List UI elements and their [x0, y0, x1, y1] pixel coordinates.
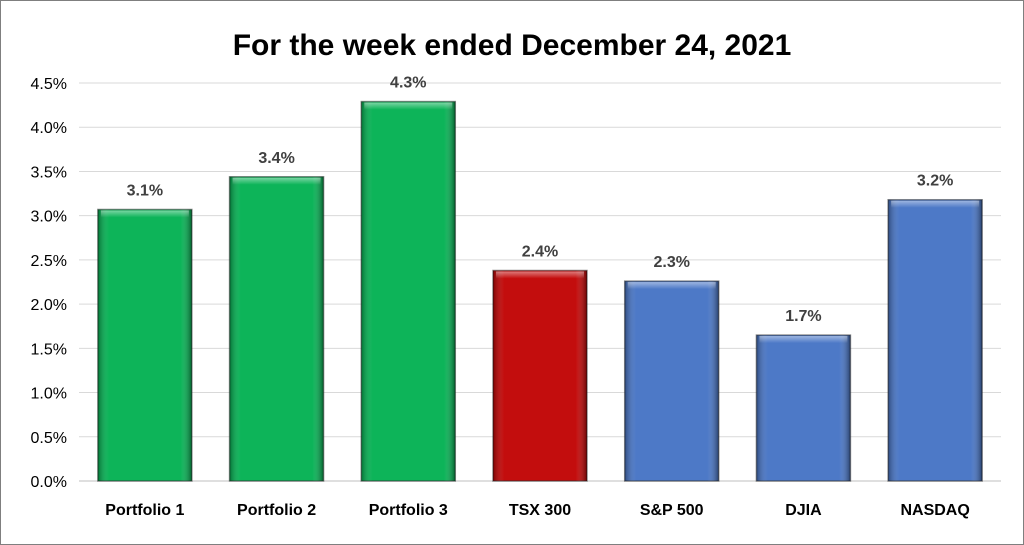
bar — [623, 280, 720, 482]
bar-bevel — [756, 335, 851, 481]
data-label: 3.2% — [917, 173, 953, 190]
bar — [492, 269, 588, 482]
bar-highlight — [496, 271, 584, 279]
bar — [228, 176, 325, 482]
y-tick-label: 1.5% — [31, 341, 67, 358]
x-tick-label: Portfolio 1 — [105, 502, 184, 519]
y-tick-label: 3.0% — [31, 209, 67, 226]
bar-highlight — [627, 282, 716, 290]
bar — [360, 100, 457, 482]
data-label: 4.3% — [390, 75, 426, 92]
y-tick-label: 2.0% — [31, 297, 67, 314]
data-label: 3.1% — [127, 182, 163, 199]
bar-bevel — [624, 281, 719, 481]
x-tick-label: Portfolio 2 — [237, 502, 316, 519]
bar-bevel — [361, 101, 456, 481]
data-label: 2.3% — [653, 254, 689, 271]
bar-highlight — [364, 102, 453, 110]
x-tick-label: NASDAQ — [900, 502, 969, 519]
bar-highlight — [891, 200, 980, 208]
bar-bevel — [229, 176, 324, 482]
bar — [755, 334, 852, 482]
bar-bevel — [493, 270, 587, 481]
bar — [887, 198, 983, 482]
y-tick-label: 3.5% — [31, 164, 67, 181]
y-tick-label: 0.0% — [31, 474, 67, 491]
y-tick-label: 2.5% — [31, 253, 67, 270]
bar-highlight — [232, 177, 321, 185]
bar — [97, 208, 193, 482]
bar-bevel — [97, 209, 192, 481]
bar-highlight — [100, 210, 189, 218]
y-tick-label: 0.5% — [31, 430, 67, 447]
y-tick-label: 4.5% — [31, 76, 67, 93]
data-label: 1.7% — [785, 308, 821, 325]
bar-highlight — [759, 336, 848, 344]
x-tick-label: Portfolio 3 — [369, 502, 448, 519]
x-tick-label: DJIA — [785, 502, 822, 519]
y-tick-label: 1.0% — [31, 386, 67, 403]
y-tick-label: 4.0% — [31, 120, 67, 137]
x-tick-label: TSX 300 — [509, 502, 571, 519]
x-tick-label: S&P 500 — [640, 502, 704, 519]
data-label: 3.4% — [258, 150, 294, 167]
bar-bevel — [888, 199, 983, 481]
chart-title: For the week ended December 24, 2021 — [233, 29, 792, 62]
data-label: 2.4% — [522, 244, 558, 261]
